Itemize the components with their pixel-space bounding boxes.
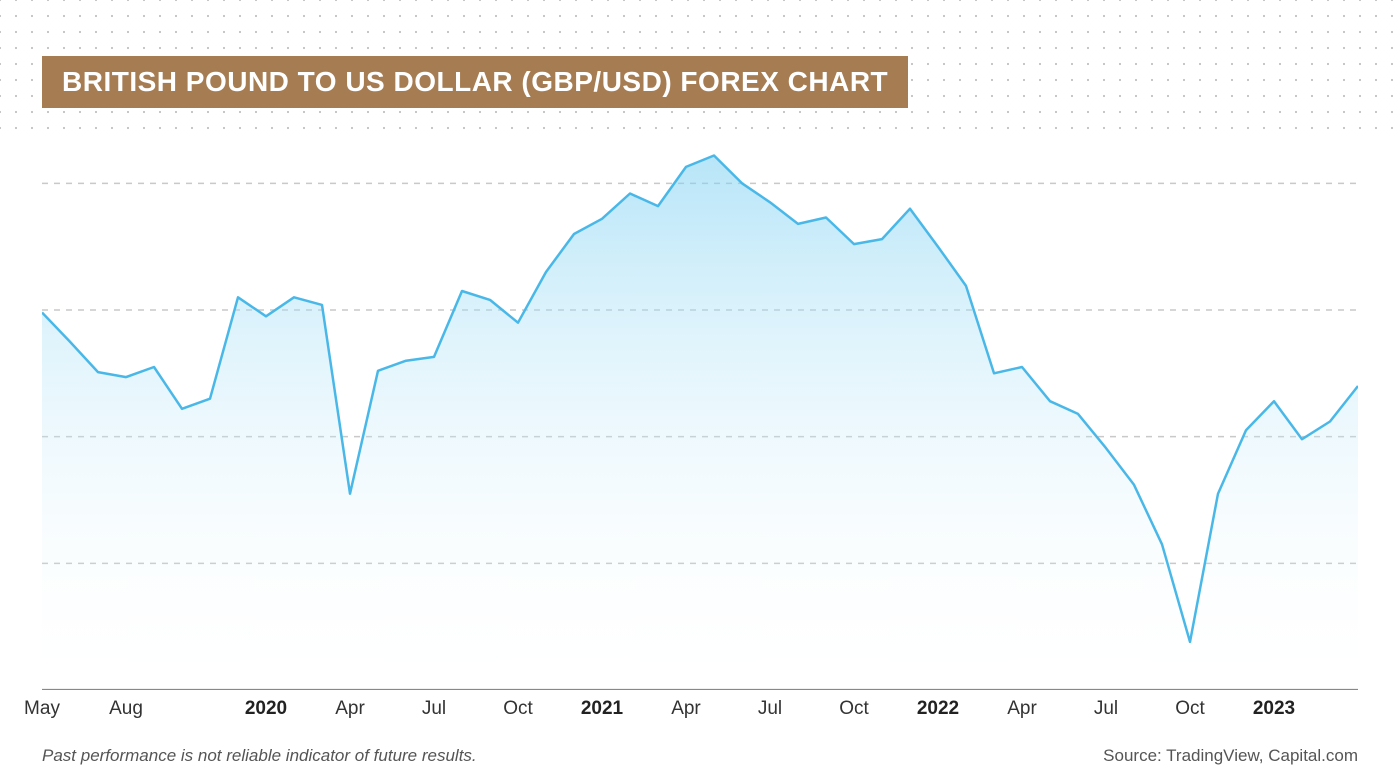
x-tick-label: Oct xyxy=(1175,698,1205,720)
disclaimer-text: Past performance is not reliable indicat… xyxy=(42,746,477,766)
chart-title-text: BRITISH POUND TO US DOLLAR (GBP/USD) FOR… xyxy=(62,66,888,97)
x-tick-label: 2023 xyxy=(1253,698,1295,720)
x-tick-label: Apr xyxy=(1007,698,1037,720)
x-tick-label: Apr xyxy=(671,698,701,720)
chart-footer: Past performance is not reliable indicat… xyxy=(42,746,1358,766)
chart-title: BRITISH POUND TO US DOLLAR (GBP/USD) FOR… xyxy=(42,56,908,108)
x-tick-label: Jul xyxy=(1094,698,1118,720)
x-tick-label: Apr xyxy=(335,698,365,720)
x-tick-label: Jul xyxy=(758,698,782,720)
area-fill xyxy=(42,156,1358,691)
x-tick-label: May xyxy=(24,698,60,720)
x-tick-label: 2022 xyxy=(917,698,959,720)
chart-svg xyxy=(42,120,1358,690)
forex-area-chart xyxy=(42,120,1358,690)
source-text: Source: TradingView, Capital.com xyxy=(1103,746,1358,766)
x-tick-label: Oct xyxy=(503,698,533,720)
x-axis-labels: MayAug2020AprJulOct2021AprJulOct2022AprJ… xyxy=(42,698,1358,726)
x-tick-label: Oct xyxy=(839,698,869,720)
x-tick-label: 2020 xyxy=(245,698,287,720)
x-tick-label: Jul xyxy=(422,698,446,720)
x-tick-label: 2021 xyxy=(581,698,623,720)
x-tick-label: Aug xyxy=(109,698,143,720)
